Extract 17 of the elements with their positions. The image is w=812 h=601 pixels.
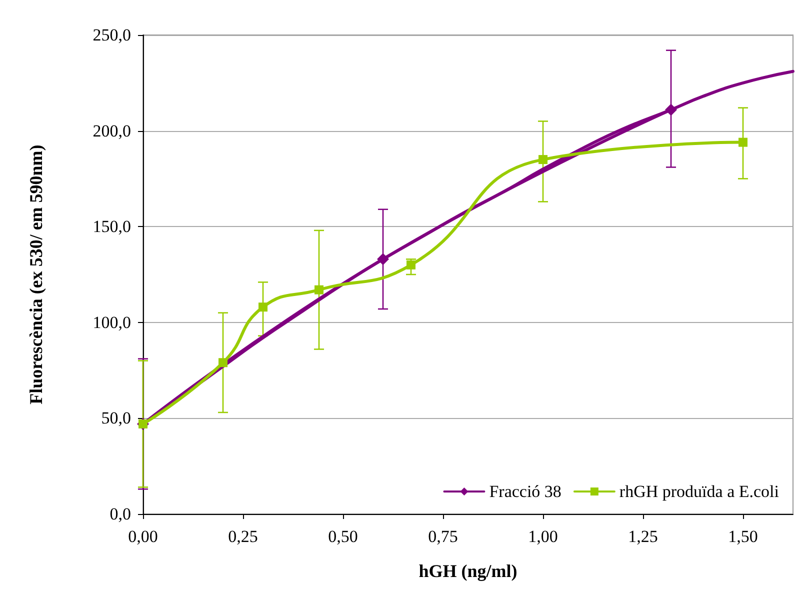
- x-axis-title: hGH (ng/ml): [418, 561, 518, 581]
- x-tick-label: 0,75: [428, 527, 458, 546]
- x-tick-label: 1,50: [728, 527, 758, 546]
- x-tick-label: 0,00: [128, 527, 158, 546]
- legend-label: Fracció 38: [489, 482, 562, 501]
- y-tick-label: 50,0: [101, 408, 131, 428]
- x-tick-label: 0,50: [328, 527, 358, 546]
- x-tick-label: 0,25: [228, 527, 258, 546]
- x-tick-label: 1,25: [628, 527, 658, 546]
- x-tick-label: 1,00: [528, 527, 558, 546]
- y-tick-label: 250,0: [92, 26, 131, 44]
- y-tick-label: 100,0: [92, 312, 131, 332]
- y-tick-label: 0,0: [110, 504, 131, 524]
- y-tick-label: 200,0: [92, 121, 131, 140]
- y-axis-title: Fluorescència (ex 530/ em 590nm): [26, 144, 46, 404]
- legend-label: rhGH produïda a E.coli: [619, 482, 780, 501]
- y-tick-label: 150,0: [92, 217, 131, 236]
